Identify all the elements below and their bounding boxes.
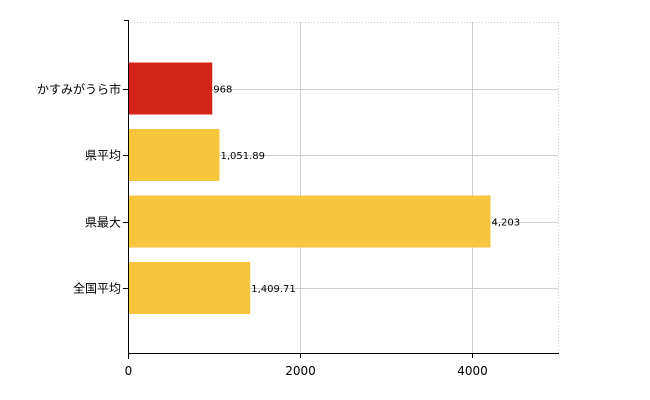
data-label: 4,203	[491, 218, 520, 229]
axes	[123, 20, 559, 359]
bar	[129, 129, 220, 181]
data-label: 1,051.89	[220, 151, 265, 162]
bar	[129, 262, 251, 314]
data-label: 968	[213, 85, 232, 96]
x-tick-label: 0	[125, 364, 133, 378]
category-label: 全国平均	[73, 281, 121, 296]
category-label: 県最大	[85, 216, 121, 230]
bars	[129, 62, 491, 314]
data-label: 1,409.71	[251, 284, 296, 295]
category-label: かすみがうら市	[37, 82, 121, 97]
category-label: 県平均	[85, 149, 121, 163]
bar	[129, 62, 213, 115]
x-tick-label: 2000	[285, 364, 316, 378]
labels: 968 1,051.89 4,203 1,409.71 かすみがうら市県平均県最大全国平…	[37, 82, 520, 379]
x-tick-label: 4000	[457, 364, 488, 378]
bar	[129, 195, 491, 248]
